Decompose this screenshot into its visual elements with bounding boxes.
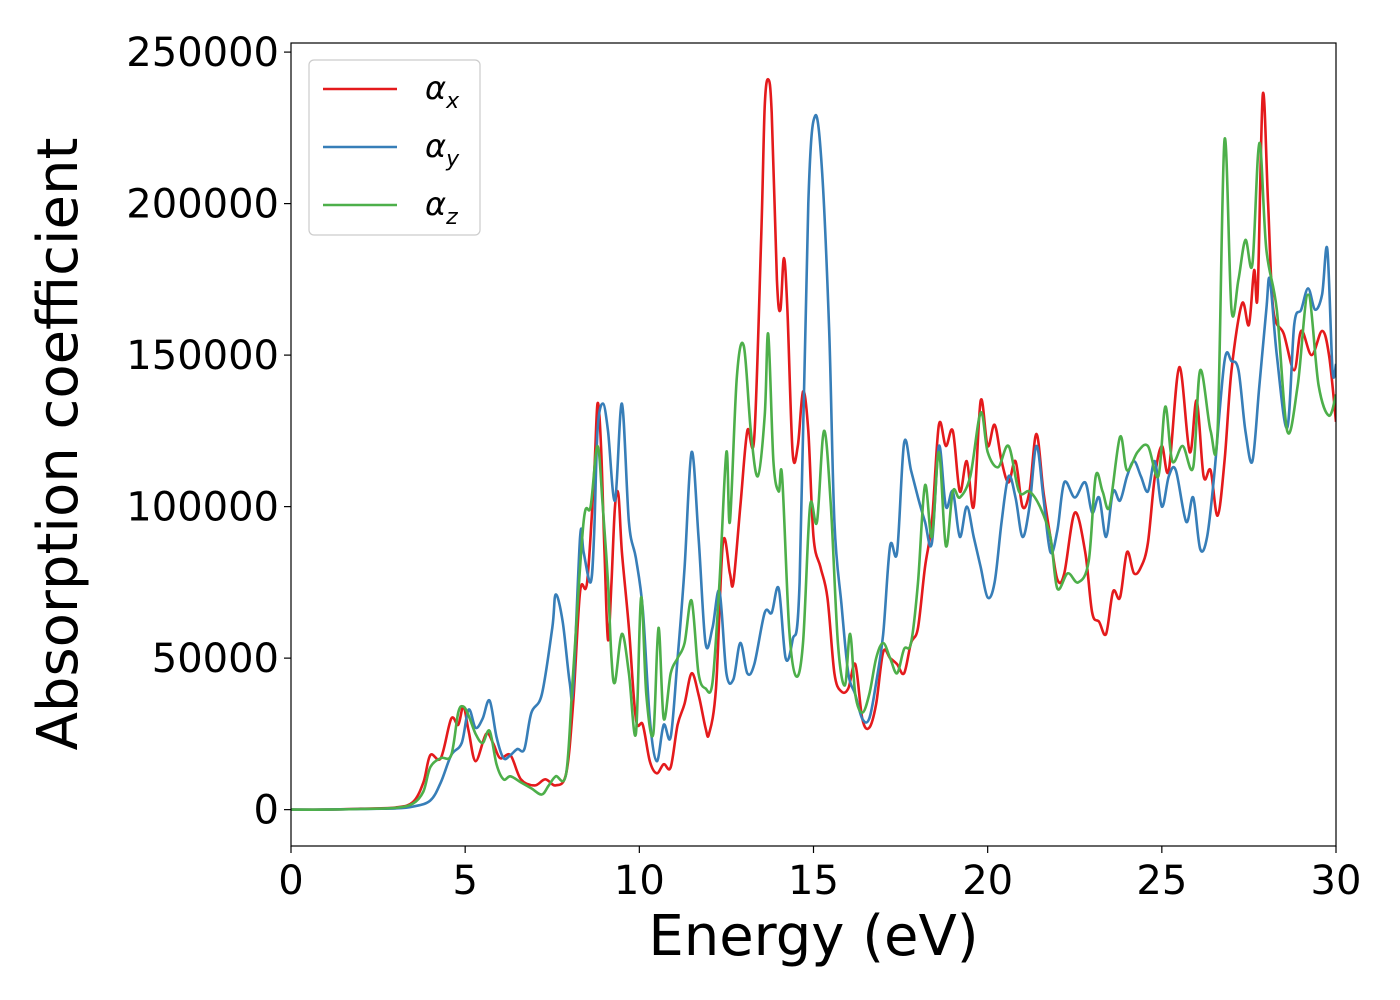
x-tick-label: 20 bbox=[962, 858, 1013, 904]
y-tick-label: 200000 bbox=[126, 182, 279, 228]
legend: αx αy αz bbox=[308, 59, 481, 236]
y-tick-label: 250000 bbox=[126, 30, 279, 76]
y-axis-title: Absorption coefficient bbox=[26, 138, 91, 751]
y-axis: 0 50000 100000 150000 200000 250000 bbox=[126, 30, 291, 834]
legend-label-y: αy bbox=[425, 127, 460, 172]
x-tick-label: 30 bbox=[1311, 858, 1362, 904]
legend-label-x: αx bbox=[425, 69, 460, 114]
x-tick-label: 10 bbox=[614, 858, 665, 904]
x-tick-label: 25 bbox=[1136, 858, 1187, 904]
x-axis-title: Energy (eV) bbox=[648, 904, 978, 969]
y-tick-label: 150000 bbox=[126, 333, 279, 379]
x-tick-label: 5 bbox=[452, 858, 477, 904]
y-tick-label: 100000 bbox=[126, 485, 279, 531]
series-line-x bbox=[291, 77, 1336, 811]
x-tick-label: 15 bbox=[788, 858, 839, 904]
x-axis: 0 5 10 15 20 25 30 bbox=[278, 846, 1361, 904]
y-tick-label: 50000 bbox=[152, 636, 279, 682]
series-lines bbox=[291, 77, 1336, 811]
series-line-z bbox=[291, 137, 1336, 811]
x-tick-label: 0 bbox=[278, 858, 303, 904]
y-tick-label: 0 bbox=[254, 788, 279, 834]
legend-label-z: αz bbox=[425, 185, 458, 230]
